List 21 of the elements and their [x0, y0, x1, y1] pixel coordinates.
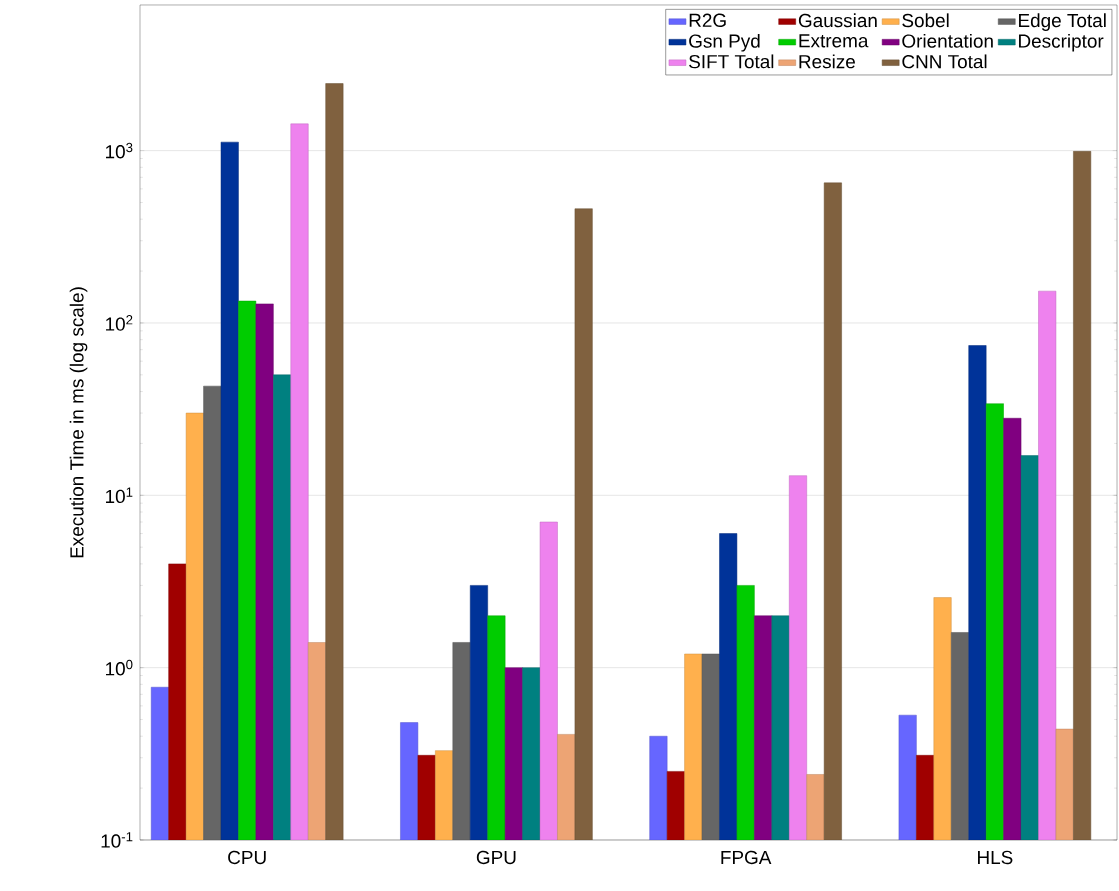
- legend-label: SIFT Total: [689, 54, 774, 69]
- x-tick-label: CPU: [228, 850, 266, 865]
- legend-label: Extrema: [799, 34, 869, 48]
- x-tick-label: HLS: [978, 850, 1013, 865]
- legend-label: Orientation: [902, 33, 993, 48]
- legend-label: Descriptor: [1019, 33, 1104, 52]
- y-tick-label: 10$^{0}$: [106, 659, 133, 676]
- x-tick-label: GPU: [476, 850, 516, 865]
- y-tick-label: 10$^{-1}$: [101, 832, 133, 848]
- y-tick-label: 10$^{3}$: [106, 142, 133, 159]
- legend-label: CNN Total: [902, 54, 987, 69]
- legend-label: R2G: [689, 13, 726, 27]
- x-tick-label: FPGA: [721, 850, 772, 865]
- y-tick-label: 10$^{2}$: [106, 315, 133, 331]
- legend-label: Sobel: [902, 13, 949, 28]
- legend-label: Gaussian: [798, 13, 877, 28]
- legend-label: Resize: [799, 54, 855, 69]
- y-axis-title: Execution Time in ms (log scale): [69, 287, 88, 558]
- legend-label: Edge Total: [1019, 13, 1106, 31]
- legend-label: Gsn Pyd: [689, 33, 760, 52]
- y-tick-label: 10$^{1}$: [106, 487, 133, 504]
